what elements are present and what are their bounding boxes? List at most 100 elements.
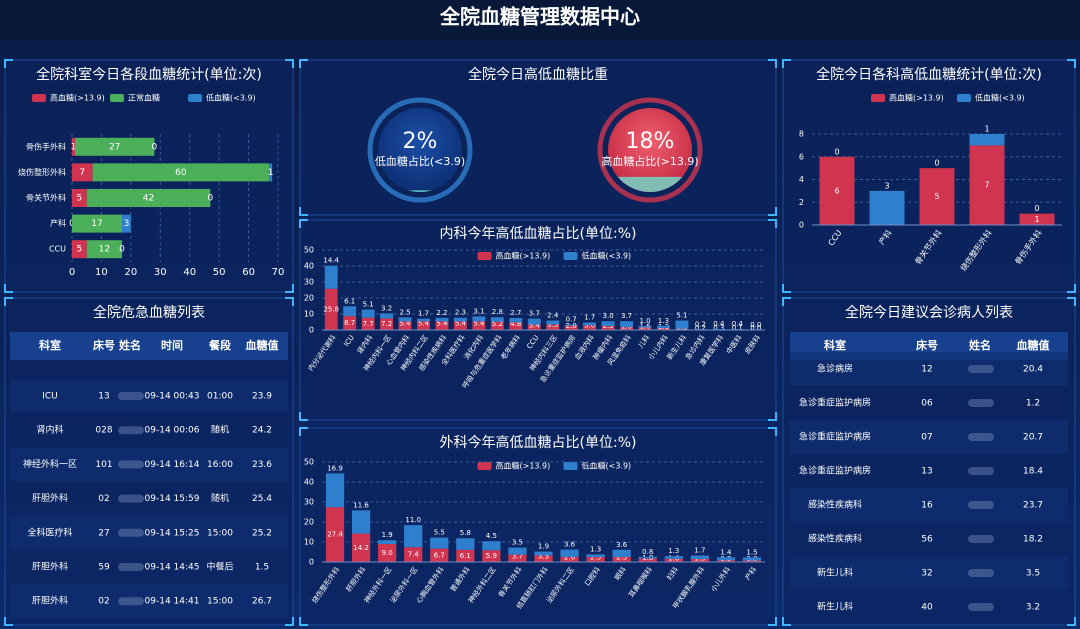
data-label: 3.0 <box>603 312 614 320</box>
legend-label: 正常血糖 <box>128 93 160 103</box>
bar-segment <box>86 189 211 207</box>
bar-segment <box>690 555 709 559</box>
data-label: 1 <box>1034 215 1039 224</box>
table-cell: 中餐后 <box>206 561 233 573</box>
panel-title: 全院今日各科高低血糖统计(单位:次) <box>816 66 1042 83</box>
y-tick-label: 6 <box>799 152 804 161</box>
bar-segment <box>560 556 579 562</box>
data-label: 0.4 <box>713 320 725 328</box>
data-label: 5.1 <box>363 301 374 309</box>
y-tick-label: 4 <box>799 175 804 184</box>
table-cell: 02 <box>98 494 109 504</box>
bar-segment <box>601 321 615 326</box>
legend-swatch <box>957 94 971 102</box>
bar-segment <box>122 214 131 233</box>
data-label: 42 <box>143 194 154 204</box>
bar-segment <box>508 554 527 562</box>
legend-swatch <box>563 252 578 260</box>
table-cell: 09-14 14:45 <box>145 563 200 573</box>
panel-title: 全院今日高低血糖比重 <box>468 66 608 83</box>
bar-segment <box>819 156 855 225</box>
data-label: 5.1 <box>676 312 687 320</box>
table-cell: 18.4 <box>1023 467 1043 477</box>
data-label: 60 <box>175 168 187 178</box>
bar-segment <box>620 327 634 330</box>
data-label: 7 <box>984 181 989 190</box>
blurred-name <box>118 392 144 400</box>
bar-segment <box>453 317 467 322</box>
panel-corner <box>768 59 777 68</box>
table-cell: 101 <box>95 460 112 470</box>
bar-segment <box>919 168 955 225</box>
panel-title: 全院科室今日各段血糖统计(单位:次) <box>36 66 262 83</box>
data-label: 3.1 <box>473 307 484 315</box>
data-label: 1 <box>268 168 274 178</box>
bar-segment <box>716 557 736 561</box>
bar-segment <box>343 306 357 317</box>
data-label: 2.8 <box>492 308 503 316</box>
panel-corner <box>4 284 13 293</box>
bar-segment <box>72 137 75 156</box>
table-row-bg <box>10 584 288 619</box>
bar-segment <box>351 533 371 562</box>
bar-segment <box>620 321 634 328</box>
bar-segment <box>472 316 486 322</box>
legend-label: 低血糖(<3.9) <box>975 93 1025 103</box>
y-tick-label: 烧伤整形外科 <box>18 167 66 177</box>
bar-segment <box>453 321 467 330</box>
bar-segment <box>664 556 683 559</box>
table-cell: 06 <box>921 399 933 409</box>
bar-segment <box>417 321 430 330</box>
table-cell: 急诊重症监护病房 <box>799 397 871 409</box>
y-tick-label: 50 <box>304 246 314 255</box>
legend-label: 低血糖(<3.9) <box>582 461 632 471</box>
y-tick-label: 40 <box>304 262 314 271</box>
data-label: 0.7 <box>566 315 577 323</box>
bar-segment <box>583 325 597 330</box>
bar-segment <box>509 318 523 323</box>
data-label: 0 <box>934 159 939 168</box>
gauge-disc <box>378 108 462 192</box>
table-cell: 感染性疾病科 <box>808 533 862 545</box>
data-label: 1 <box>71 142 77 152</box>
bar-segment <box>527 324 541 330</box>
data-label: 5.4 <box>399 320 411 328</box>
bar-segment <box>1019 213 1055 225</box>
table-cell: 24.2 <box>252 426 272 436</box>
panel-corner <box>768 207 777 216</box>
bar-segment <box>269 163 273 182</box>
panel-corner <box>299 412 308 421</box>
bar-segment <box>564 324 578 326</box>
bar-segment <box>546 320 560 325</box>
data-label: 3.7 <box>621 312 632 320</box>
bar-segment <box>472 321 486 330</box>
bar-segment <box>361 309 375 318</box>
bar-segment <box>638 556 657 559</box>
table-header: 科室 <box>39 338 61 352</box>
legend-label: 低血糖(<3.9) <box>206 93 256 103</box>
table-row-bg <box>790 352 1068 386</box>
gauge-ring <box>367 97 473 203</box>
data-label: 0 <box>207 194 213 204</box>
table-title: 全院今日建议会诊病人列表 <box>845 304 1013 321</box>
panel-corner <box>782 59 791 68</box>
data-label: 5 <box>76 245 82 255</box>
bar-segment <box>430 548 449 562</box>
data-label: 9.0 <box>382 549 393 557</box>
panel-corner <box>285 617 294 626</box>
y-tick-label: 10 <box>304 310 314 319</box>
blurred-name <box>968 433 994 441</box>
legend-swatch <box>32 94 46 102</box>
data-label: 1 <box>984 125 989 134</box>
data-label: 1.7 <box>694 547 705 555</box>
blurred-name <box>968 467 994 475</box>
table-header: 姓名 <box>119 338 141 352</box>
bar-segment <box>638 327 652 330</box>
data-label: 7.7 <box>363 320 374 328</box>
table-cell: 肝胆外科 <box>32 561 68 573</box>
y-tick-label: 0 <box>799 221 804 230</box>
bar-segment <box>398 321 412 330</box>
table-cell: 02 <box>98 597 109 607</box>
bar-segment <box>72 189 87 207</box>
